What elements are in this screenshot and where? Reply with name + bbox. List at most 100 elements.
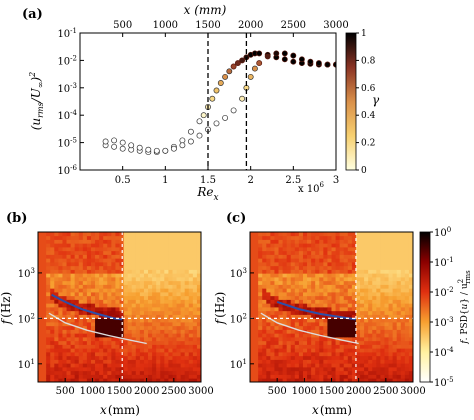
heatmap-cell <box>376 273 381 278</box>
heatmap-cell <box>290 307 296 312</box>
heatmap-cell <box>278 262 283 267</box>
heatmap-cell <box>266 239 271 244</box>
heatmap-cell <box>50 258 55 263</box>
heatmap-cell <box>294 284 300 289</box>
heatmap-cell <box>135 318 141 323</box>
heatmap-cell <box>46 370 51 375</box>
heatmap-cell <box>103 277 108 282</box>
heatmap-cell <box>168 262 173 267</box>
heatmap-cell <box>270 265 275 270</box>
heatmap-cell <box>262 329 267 334</box>
heatmap-cell <box>278 314 283 319</box>
heatmap-cell <box>270 243 275 248</box>
heatmap-cell <box>364 232 369 237</box>
heatmap-cell <box>192 329 198 334</box>
heatmap-cell <box>78 348 84 353</box>
heatmap-cell <box>302 359 308 364</box>
heatmap-cell <box>176 277 182 282</box>
heatmap-cell <box>266 329 271 334</box>
heatmap-cell <box>396 235 402 240</box>
heatmap-cell <box>282 269 288 274</box>
heatmap-cell <box>307 314 312 319</box>
heatmap-cell <box>355 344 361 349</box>
heatmap-cell <box>376 344 381 349</box>
heatmap-cell <box>192 250 198 255</box>
heatmap-cell <box>286 277 292 282</box>
heatmap-cell <box>323 307 328 312</box>
heatmap-cell <box>262 340 267 345</box>
heatmap-cell <box>339 254 345 259</box>
heatmap-cell <box>139 337 145 342</box>
heatmap-cell <box>351 258 357 263</box>
heatmap-cell <box>38 337 43 342</box>
heatmap-cell <box>396 292 402 297</box>
heatmap-cell <box>266 307 271 312</box>
heatmap-cell <box>135 329 141 334</box>
heatmap-cell <box>90 352 96 357</box>
heatmap-cell <box>347 235 353 240</box>
heatmap-cell <box>388 355 394 360</box>
heatmap-cell <box>282 280 288 285</box>
heatmap-cell <box>66 232 72 237</box>
heatmap-cell <box>335 247 341 252</box>
heatmap-cell <box>192 235 198 240</box>
panel-curve-white <box>48 312 147 345</box>
heatmap-cell <box>131 273 137 278</box>
heatmap-cell <box>164 329 169 334</box>
heatmap-cell <box>327 292 332 297</box>
heatmap-cell <box>266 262 271 267</box>
heatmap-cell <box>360 303 365 308</box>
heatmap-cell <box>42 299 47 304</box>
heatmap-cell <box>38 295 43 300</box>
heatmap-cell <box>298 359 304 364</box>
heatmap-cell <box>82 329 88 334</box>
heatmap-cell <box>58 314 63 319</box>
heatmap-cell <box>364 243 369 248</box>
heatmap-cell <box>254 374 259 379</box>
heatmap-cell <box>360 254 365 259</box>
heatmap-cell <box>95 273 100 278</box>
heatmap-cell <box>355 258 361 263</box>
heatmap-cell <box>368 344 373 349</box>
heatmap-cell <box>392 378 398 382</box>
heatmap-cell <box>274 363 279 368</box>
heatmap-cell <box>184 355 190 360</box>
heatmap-cell <box>152 318 157 323</box>
heatmap-cell <box>139 292 145 297</box>
heatmap-cell <box>400 367 406 372</box>
heatmap-cell <box>188 258 194 263</box>
heatmap-cell <box>368 303 373 308</box>
heatmap-cell <box>139 250 145 255</box>
heatmap-cell <box>376 352 381 357</box>
heatmap-cell <box>58 352 63 357</box>
heatmap-cell <box>315 247 320 252</box>
heatmap-cell <box>168 303 173 308</box>
heatmap-cell <box>311 284 316 289</box>
heatmap-cell <box>392 337 398 342</box>
heatmap-cell <box>266 340 271 345</box>
heatmap-cell <box>143 235 149 240</box>
heatmap-cell <box>319 378 324 382</box>
heatmap-cell <box>396 355 402 360</box>
heatmap-cell <box>86 265 92 270</box>
heatmap-cell <box>38 333 43 338</box>
heatmap-cell <box>282 250 288 255</box>
heatmap-cell <box>176 329 182 334</box>
heatmap-cell <box>339 352 345 357</box>
heatmap-cell <box>176 307 182 312</box>
heatmap-cell <box>311 288 316 293</box>
heatmap-cell <box>38 254 43 259</box>
heatmap-cell <box>270 299 275 304</box>
heatmap-cell <box>82 340 88 345</box>
heatmap-cell <box>46 367 51 372</box>
heatmap-cell <box>372 307 377 312</box>
heatmap-cell <box>143 269 149 274</box>
heatmap-cell <box>400 355 406 360</box>
heatmap-cell <box>294 329 300 334</box>
panel-a-series-2-point <box>222 114 229 121</box>
heatmap-cell <box>282 329 288 334</box>
heatmap-cell <box>115 262 120 267</box>
heatmap-cell <box>278 307 283 312</box>
heatmap-cell <box>180 314 186 319</box>
heatmap-cell <box>302 337 308 342</box>
